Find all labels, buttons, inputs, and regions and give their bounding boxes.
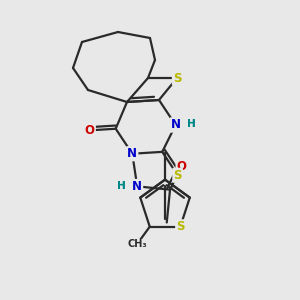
Text: S: S xyxy=(176,220,184,233)
Text: CH₃: CH₃ xyxy=(127,239,147,250)
Text: N: N xyxy=(127,147,137,160)
Text: O: O xyxy=(85,124,95,137)
Text: N: N xyxy=(171,118,181,131)
Text: S: S xyxy=(173,169,182,182)
Text: N: N xyxy=(171,118,181,131)
Text: N: N xyxy=(127,147,137,160)
Text: S: S xyxy=(173,169,182,182)
Text: N: N xyxy=(132,180,142,193)
Text: H: H xyxy=(117,182,126,191)
Text: O: O xyxy=(177,160,187,173)
Text: H: H xyxy=(187,119,196,129)
Text: O: O xyxy=(177,160,187,173)
Text: N: N xyxy=(132,180,142,193)
Text: H: H xyxy=(117,182,126,191)
Text: O: O xyxy=(85,124,95,137)
Text: H: H xyxy=(187,119,196,129)
Text: S: S xyxy=(173,71,181,85)
